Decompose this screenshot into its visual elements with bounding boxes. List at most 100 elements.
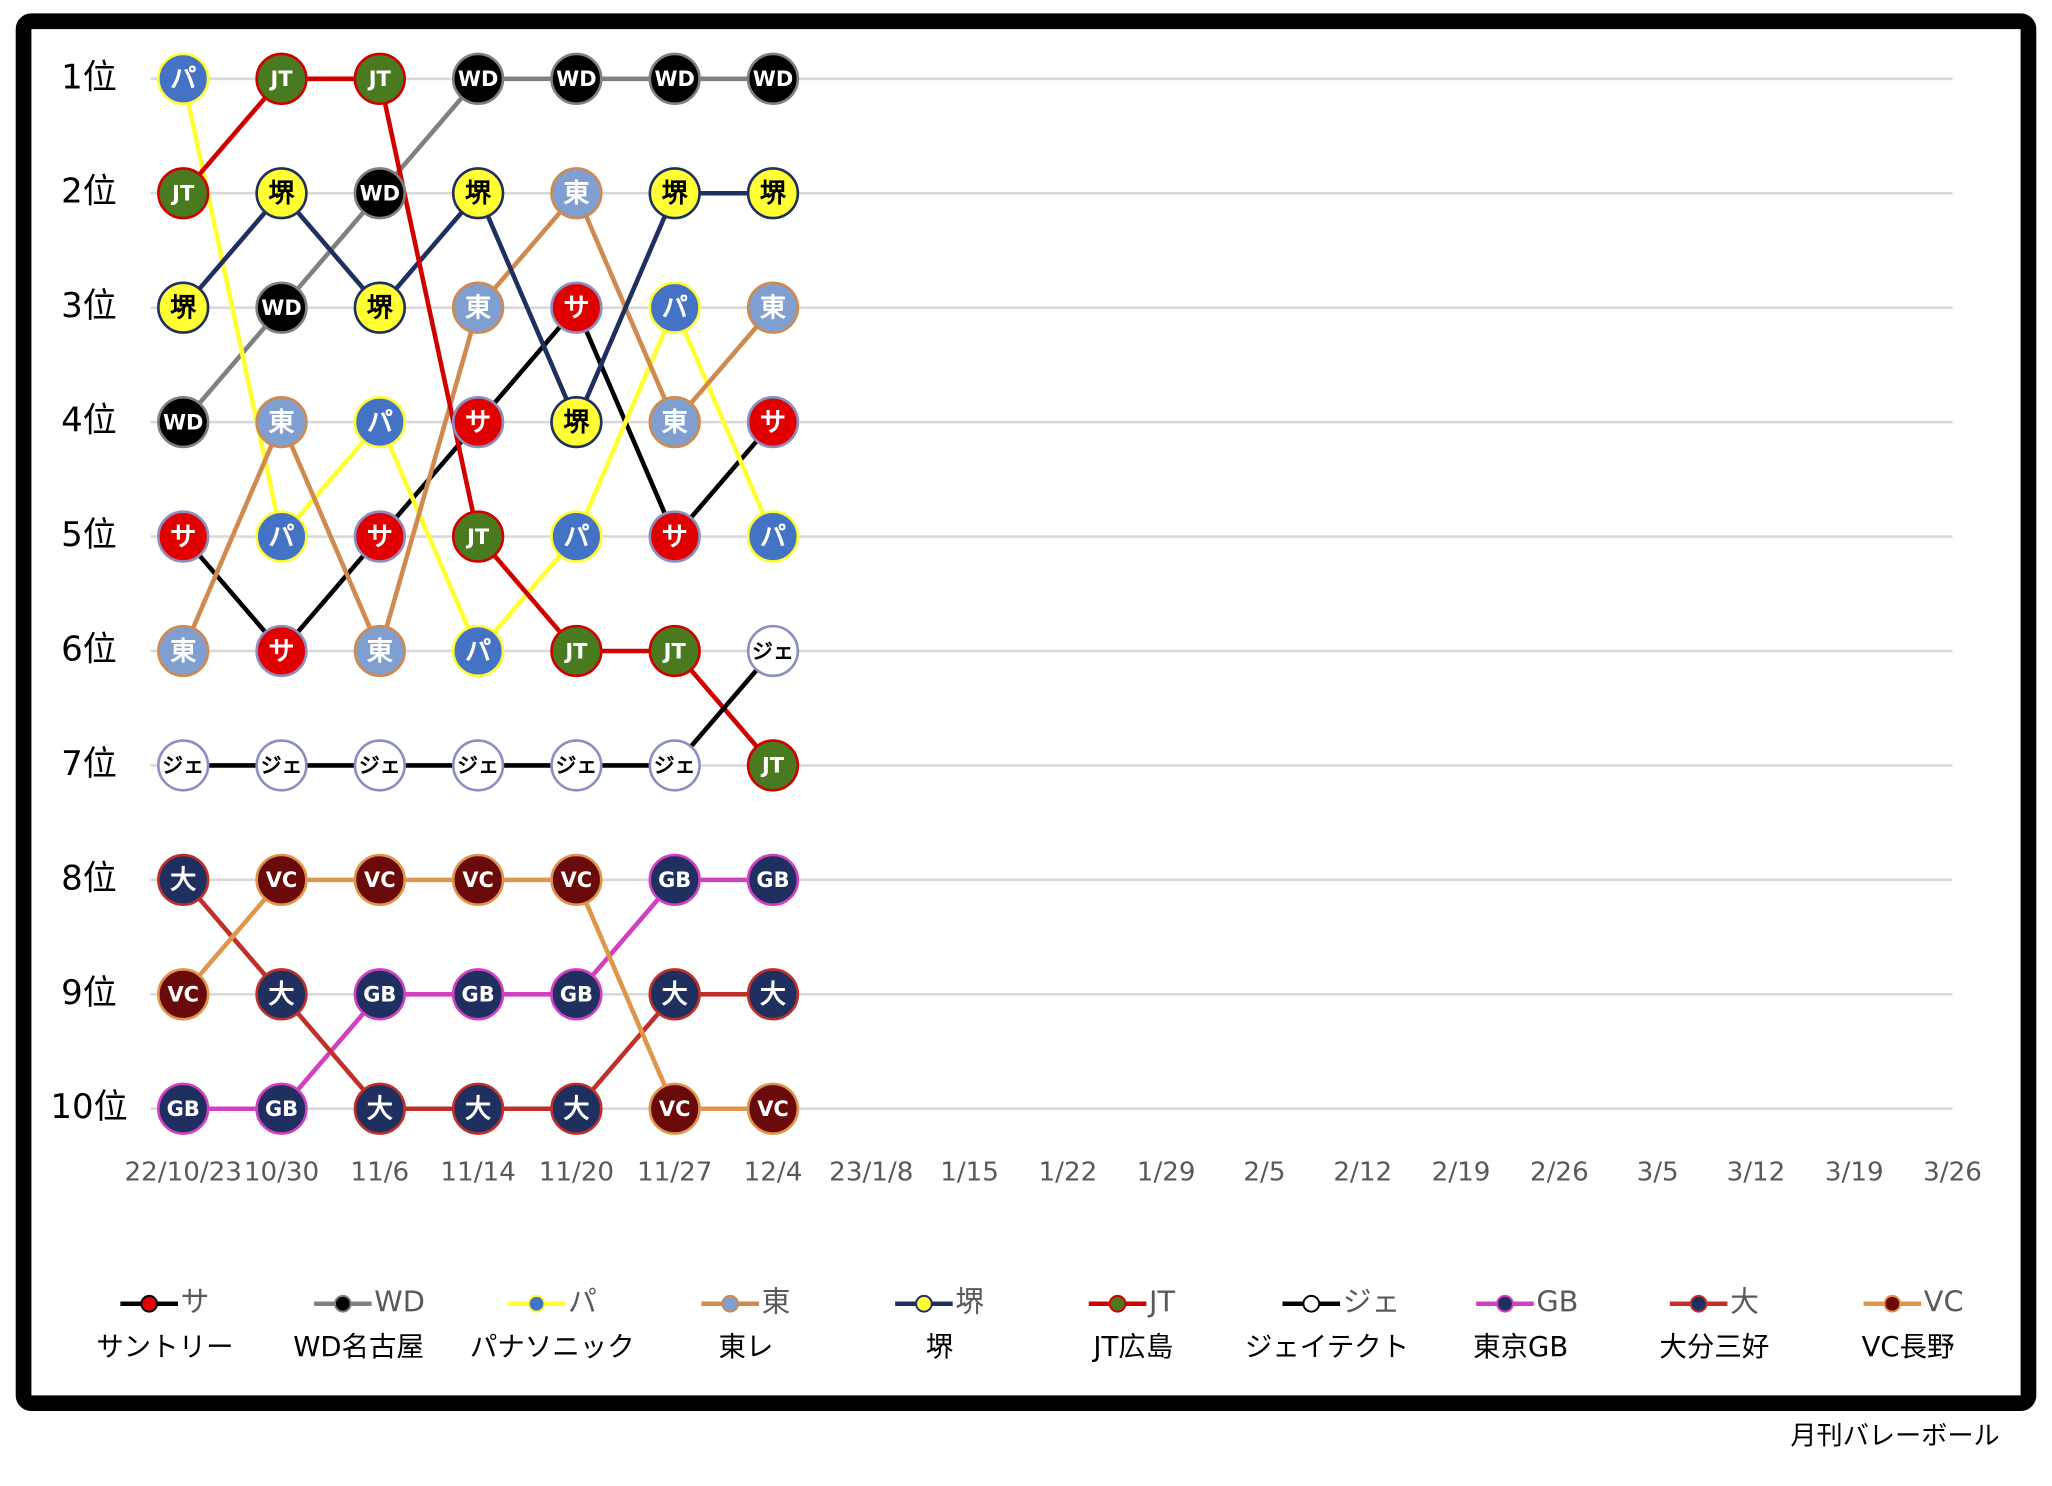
- x-tick-label: 2/5: [1243, 1157, 1285, 1187]
- rank-marker: [451, 52, 505, 105]
- marker-label: パ: [465, 637, 491, 667]
- rank-marker: [353, 52, 406, 105]
- marker-label: GB: [167, 1097, 200, 1121]
- legend-marker: [140, 1294, 159, 1313]
- marker-label: 東: [662, 408, 689, 438]
- marker-label: GB: [658, 868, 691, 892]
- legend-short: 堺: [955, 1285, 984, 1319]
- marker-label: サ: [367, 522, 393, 552]
- marker-label: WD: [654, 67, 694, 91]
- x-tick-label: 10/30: [244, 1157, 319, 1187]
- y-tick-label: 7位: [61, 744, 117, 784]
- rank-marker: [255, 281, 308, 334]
- marker-label: VC: [462, 868, 494, 892]
- rank-marker: [451, 624, 505, 678]
- y-tick-label: 10位: [50, 1087, 127, 1127]
- marker-label: WD: [360, 182, 400, 206]
- marker-label: ジェ: [359, 754, 401, 778]
- legend-name: 堺: [926, 1331, 953, 1363]
- legend-name: JT広島: [1091, 1331, 1173, 1363]
- rank-marker: [550, 52, 603, 105]
- rank-marker: [157, 52, 210, 105]
- rank-marker: [648, 624, 701, 678]
- marker-label: WD: [458, 67, 498, 91]
- marker-label: VC: [364, 868, 396, 892]
- legend-short: サ: [181, 1285, 210, 1319]
- marker-label: パ: [367, 408, 393, 438]
- x-tick-label: 11/27: [637, 1157, 712, 1187]
- legend-short: ジェ: [1343, 1285, 1401, 1319]
- legend-short: WD: [374, 1285, 425, 1319]
- rank-marker: [746, 52, 800, 105]
- x-tick-label: 2/12: [1333, 1157, 1392, 1187]
- marker-label: VC: [167, 983, 199, 1007]
- rank-marker: [157, 624, 210, 678]
- y-tick-label: 9位: [61, 973, 117, 1013]
- frame: [15, 13, 2037, 1412]
- y-tick-label: 1位: [61, 57, 117, 97]
- rank-marker: [353, 395, 406, 449]
- y-tick-label: 3位: [61, 286, 117, 326]
- legend-short: GB: [1536, 1285, 1578, 1319]
- marker-label: JT: [170, 182, 195, 206]
- legend-short: 東: [762, 1285, 791, 1319]
- marker-label: 大: [268, 980, 294, 1010]
- marker-label: サ: [563, 293, 589, 323]
- rank-marker: [157, 1082, 210, 1135]
- rank-marker: [648, 510, 701, 563]
- x-tick-label: 23/1/8: [829, 1157, 913, 1187]
- rank-marker: [157, 395, 210, 449]
- rank-marker: [550, 167, 603, 220]
- rank-marker: [648, 853, 701, 907]
- marker-label: JT: [367, 67, 392, 91]
- x-tick-label: 1/22: [1039, 1157, 1098, 1187]
- marker-label: パ: [563, 522, 589, 552]
- legend-marker: [1689, 1294, 1708, 1313]
- marker-label: WD: [261, 296, 301, 320]
- legend-name: VC長野: [1862, 1331, 1955, 1363]
- rank-marker: [255, 52, 308, 105]
- rank-marker: [255, 624, 308, 678]
- x-tick-label: 11/14: [440, 1157, 515, 1187]
- rank-marker: [255, 167, 308, 220]
- rank-marker: [550, 281, 603, 334]
- rank-marker: [648, 281, 701, 334]
- rank-marker: [157, 739, 210, 792]
- legend-marker: [915, 1294, 933, 1313]
- x-tick-label: 3/5: [1637, 1157, 1679, 1187]
- legend-marker: [1883, 1294, 1902, 1313]
- rank-marker: [157, 853, 210, 907]
- rank-marker: [550, 1082, 603, 1135]
- marker-label: サ: [170, 522, 196, 552]
- rank-marker: [353, 624, 406, 678]
- rank-marker: [353, 1082, 406, 1135]
- marker-label: 大: [760, 980, 786, 1010]
- y-tick-label: 5位: [61, 515, 117, 555]
- legend-name: サントリー: [96, 1331, 233, 1363]
- legend-name: 東京GB: [1473, 1331, 1568, 1363]
- legend-name: パナソニック: [470, 1331, 635, 1363]
- legend-name: ジェイテクト: [1245, 1331, 1409, 1363]
- legend-name: WD名古屋: [293, 1331, 424, 1363]
- rank-marker: [255, 968, 308, 1021]
- marker-label: ジェ: [555, 754, 597, 778]
- marker-label: GB: [756, 868, 789, 892]
- marker-label: 東: [563, 179, 590, 209]
- marker-label: 堺: [662, 179, 689, 209]
- marker-label: WD: [556, 67, 596, 91]
- rank-marker: [255, 739, 308, 792]
- rank-marker: [451, 395, 505, 449]
- marker-label: 大: [465, 1095, 491, 1125]
- marker-label: 大: [367, 1095, 393, 1125]
- x-tick-label: 11/6: [350, 1157, 409, 1187]
- legend-marker: [721, 1294, 740, 1313]
- rank-marker: [746, 510, 800, 563]
- x-tick-label: 22/10/23: [124, 1157, 241, 1187]
- x-tick-label: 11/20: [539, 1157, 614, 1187]
- legend-short: パ: [568, 1285, 597, 1319]
- marker-label: 東: [367, 637, 394, 667]
- rank-marker: [157, 281, 210, 334]
- marker-label: ジェ: [261, 754, 303, 778]
- marker-label: JT: [268, 67, 293, 91]
